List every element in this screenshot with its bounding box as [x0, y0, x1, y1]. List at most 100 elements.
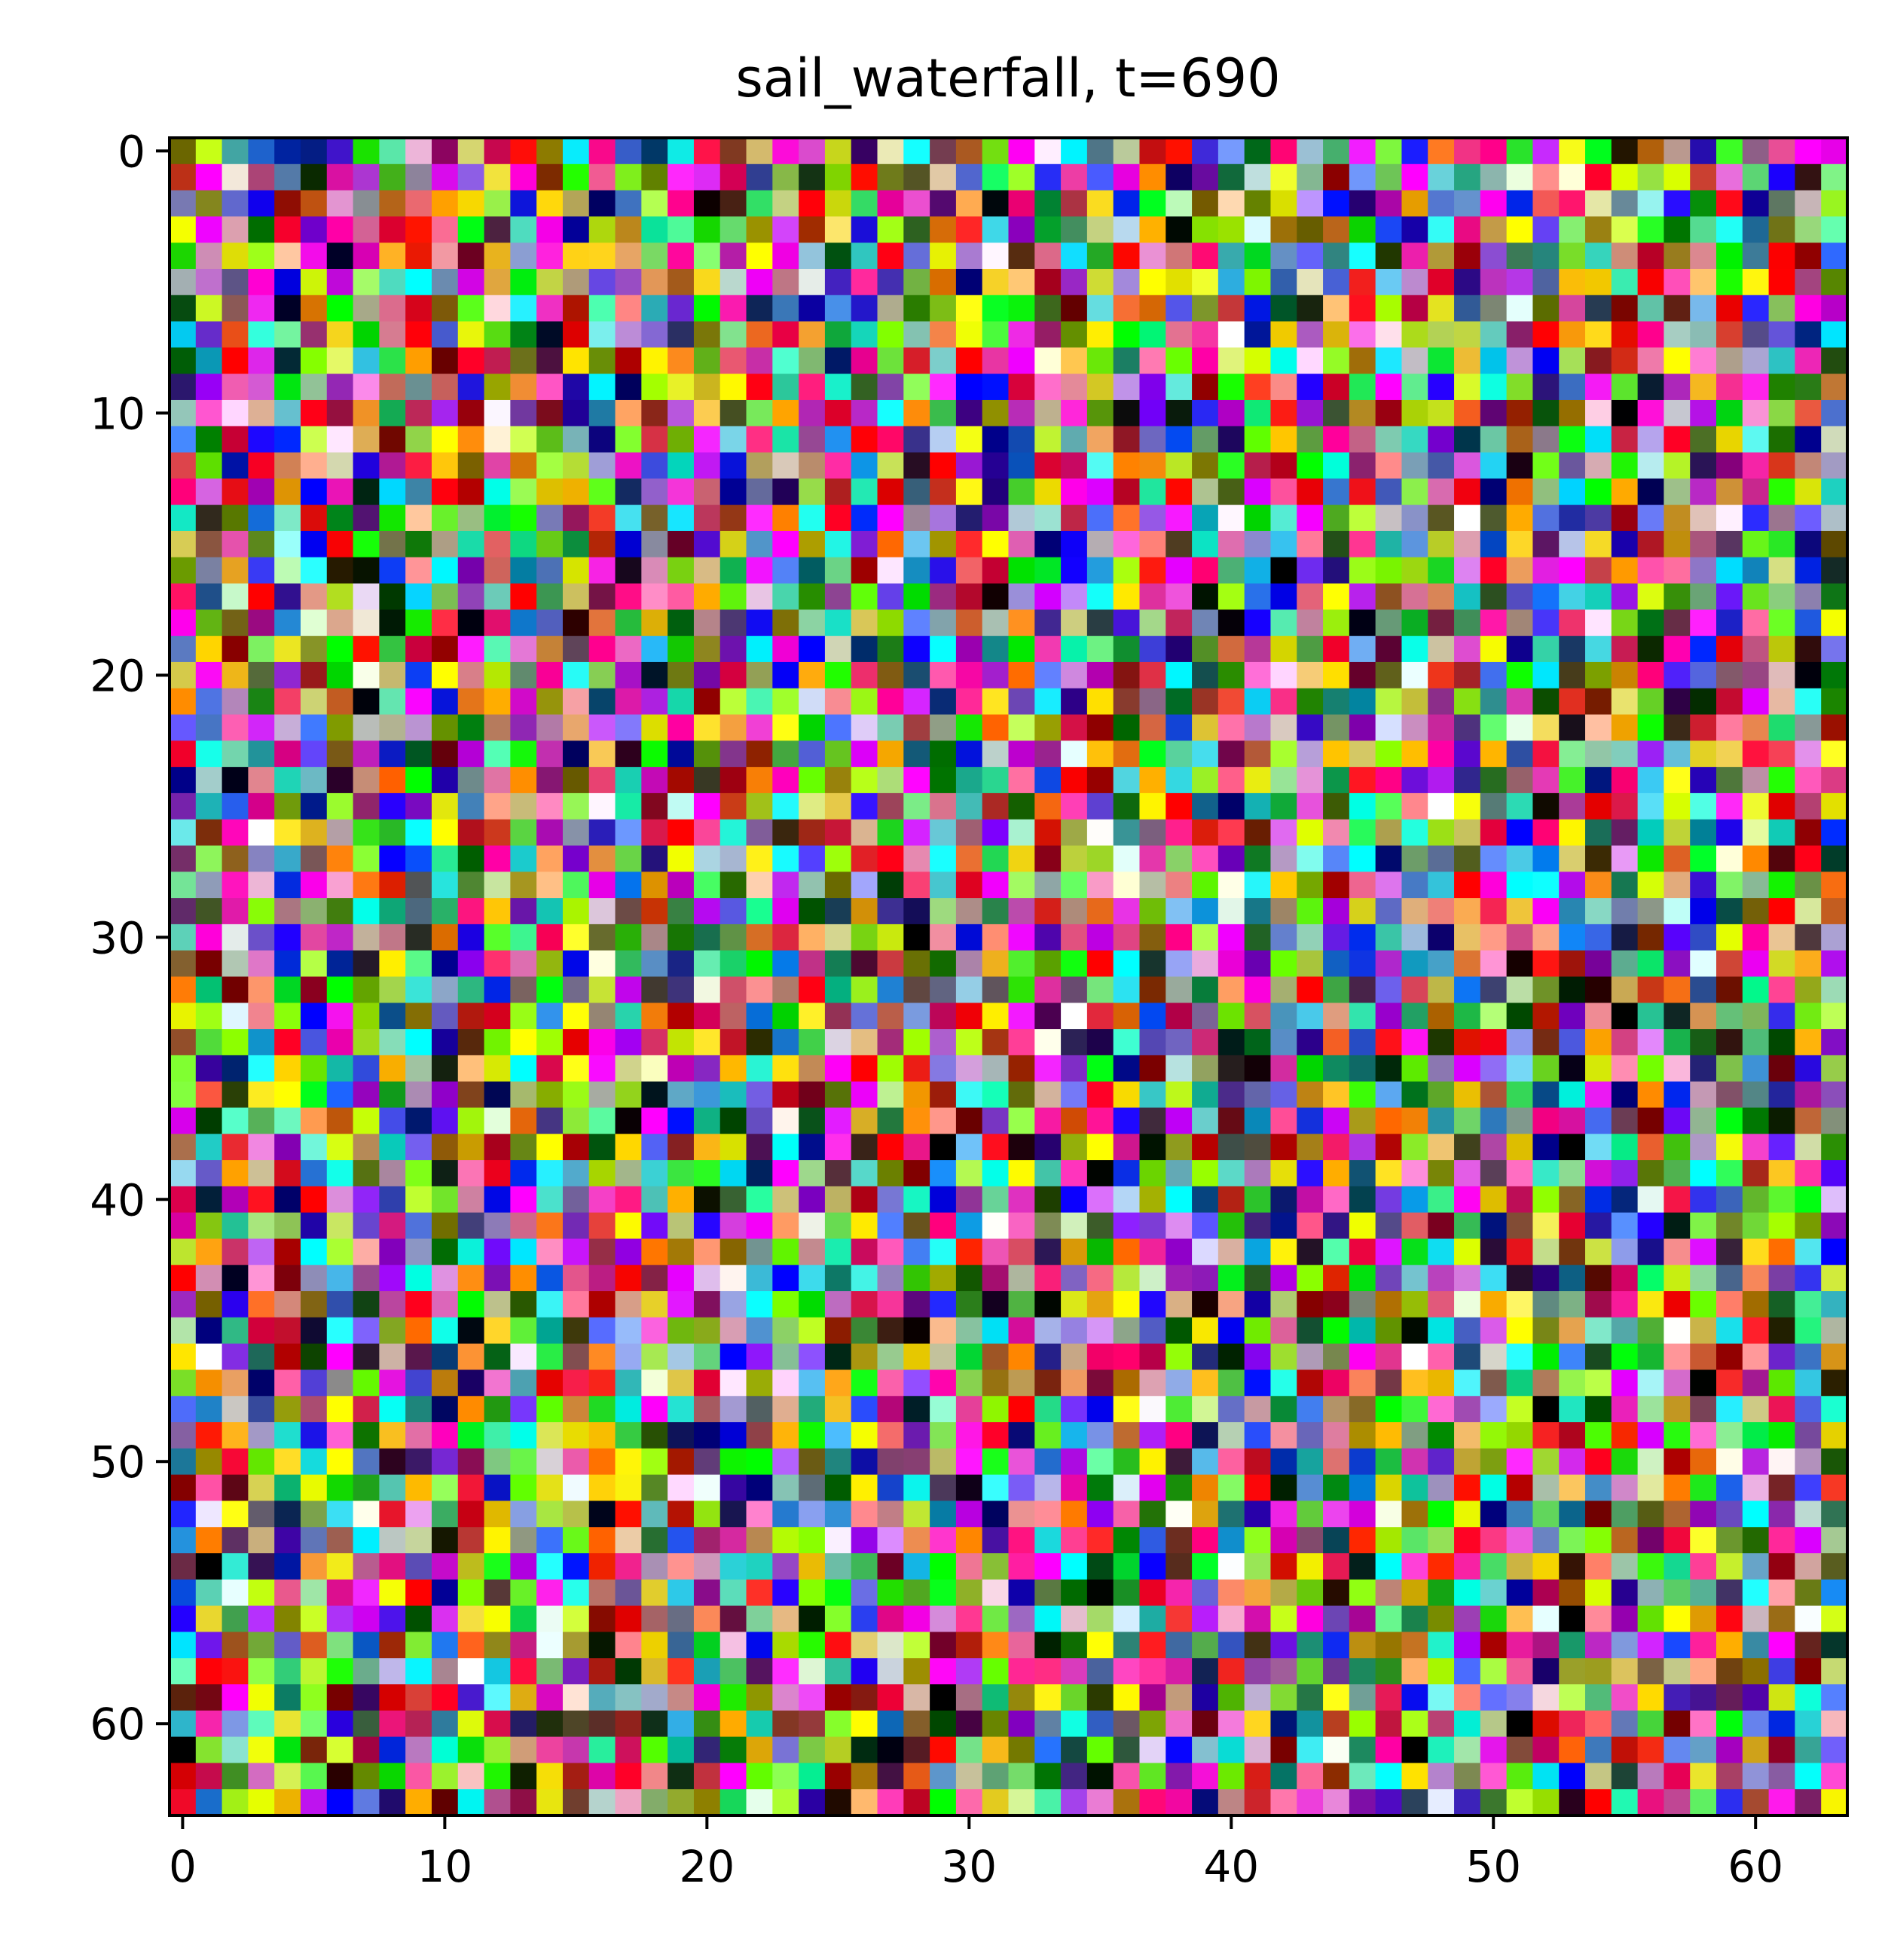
image-pixel: [1217, 1212, 1245, 1240]
image-pixel: [1768, 583, 1796, 610]
image-pixel: [1217, 819, 1245, 847]
image-pixel: [955, 1107, 983, 1134]
image-pixel: [1323, 1605, 1350, 1633]
image-pixel: [1428, 976, 1455, 1003]
image-pixel: [641, 1763, 668, 1790]
image-pixel: [195, 1789, 223, 1816]
image-pixel: [326, 1107, 354, 1134]
image-pixel: [1166, 1605, 1193, 1633]
image-pixel: [195, 295, 223, 322]
image-pixel: [248, 1343, 275, 1371]
image-pixel: [955, 845, 983, 872]
image-pixel: [379, 530, 406, 558]
image-pixel: [1401, 950, 1428, 978]
image-pixel: [510, 767, 537, 794]
image-pixel: [1323, 1055, 1350, 1082]
image-pixel: [982, 872, 1010, 899]
image-pixel: [930, 530, 957, 558]
image-pixel: [195, 1658, 223, 1685]
image-pixel: [300, 374, 328, 401]
image-pixel: [1244, 872, 1272, 899]
image-pixel: [746, 688, 773, 716]
image-pixel: [457, 1055, 485, 1082]
image-pixel: [379, 163, 406, 191]
image-pixel: [431, 1501, 459, 1528]
image-pixel: [824, 374, 852, 401]
image-pixel: [300, 609, 328, 637]
image-pixel: [510, 819, 537, 847]
image-pixel: [1034, 243, 1062, 270]
image-pixel: [1742, 1291, 1770, 1318]
image-pixel: [1192, 1527, 1219, 1554]
image-pixel: [1559, 1553, 1586, 1580]
image-pixel: [955, 1736, 983, 1764]
image-pixel: [1611, 1422, 1639, 1449]
image-pixel: [799, 1396, 826, 1423]
image-pixel: [955, 1763, 983, 1790]
image-pixel: [431, 1029, 459, 1056]
image-pixel: [1086, 1579, 1114, 1607]
image-pixel: [1375, 1134, 1403, 1161]
image-pixel: [1192, 740, 1219, 768]
image-pixel: [1008, 426, 1035, 453]
image-pixel: [1034, 1238, 1062, 1265]
image-pixel: [562, 1474, 590, 1502]
image-pixel: [1428, 1055, 1455, 1082]
image-pixel: [1061, 1003, 1088, 1030]
image-pixel: [851, 583, 878, 610]
image-pixel: [326, 924, 354, 951]
image-pixel: [1664, 216, 1691, 243]
image-pixel: [1795, 819, 1822, 847]
image-pixel: [1742, 950, 1770, 978]
image-pixel: [668, 1605, 695, 1633]
image-pixel: [1690, 924, 1717, 951]
image-pixel: [693, 426, 721, 453]
image-pixel: [1034, 268, 1062, 296]
image-pixel: [1454, 1238, 1481, 1265]
image-pixel: [1401, 845, 1428, 872]
image-pixel: [1349, 1134, 1376, 1161]
image-pixel: [1637, 845, 1665, 872]
image-pixel: [1217, 190, 1245, 217]
image-pixel: [326, 1055, 354, 1082]
image-pixel: [221, 1396, 249, 1423]
image-pixel: [1217, 714, 1245, 741]
image-pixel: [877, 1474, 904, 1502]
image-pixel: [799, 1134, 826, 1161]
image-pixel: [195, 1212, 223, 1240]
image-pixel: [431, 1343, 459, 1371]
image-pixel: [955, 1134, 983, 1161]
image-pixel: [1086, 740, 1114, 768]
image-pixel: [300, 819, 328, 847]
image-pixel: [1559, 1605, 1586, 1633]
image-pixel: [1061, 268, 1088, 296]
image-pixel: [746, 898, 773, 925]
image-pixel: [1217, 1107, 1245, 1134]
image-pixel: [746, 1448, 773, 1476]
image-pixel: [1008, 347, 1035, 374]
image-pixel: [1323, 819, 1350, 847]
image-pixel: [824, 1186, 852, 1214]
image-pixel: [641, 1134, 668, 1161]
image-pixel: [1192, 1474, 1219, 1502]
image-pixel: [1428, 1736, 1455, 1764]
image-pixel: [824, 1658, 852, 1685]
image-pixel: [851, 688, 878, 716]
image-pixel: [851, 792, 878, 820]
image-pixel: [719, 347, 747, 374]
image-pixel: [588, 190, 616, 217]
image-pixel: [1716, 243, 1743, 270]
image-pixel: [562, 1029, 590, 1056]
image-pixel: [1217, 1396, 1245, 1423]
image-pixel: [562, 374, 590, 401]
image-pixel: [693, 898, 721, 925]
image-pixel: [851, 636, 878, 663]
image-pixel: [1690, 1003, 1717, 1030]
image-pixel: [1113, 216, 1141, 243]
image-pixel: [1768, 190, 1796, 217]
image-pixel: [1166, 1107, 1193, 1134]
image-pixel: [851, 190, 878, 217]
image-pixel: [1821, 1186, 1848, 1214]
image-pixel: [1323, 609, 1350, 637]
image-pixel: [641, 1527, 668, 1554]
